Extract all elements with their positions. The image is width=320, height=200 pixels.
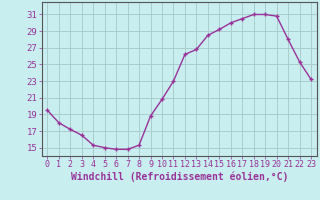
X-axis label: Windchill (Refroidissement éolien,°C): Windchill (Refroidissement éolien,°C) [70, 172, 288, 182]
